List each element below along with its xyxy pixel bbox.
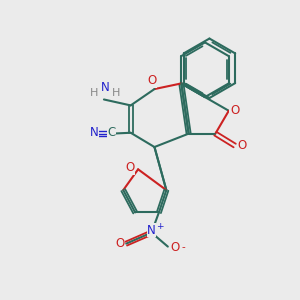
Text: N: N — [147, 224, 156, 237]
Text: O: O — [125, 161, 134, 174]
Text: O: O — [171, 241, 180, 254]
Text: H: H — [112, 88, 120, 98]
Text: O: O — [115, 237, 124, 250]
Text: O: O — [148, 74, 157, 87]
Text: O: O — [230, 104, 239, 117]
Text: N: N — [90, 126, 99, 139]
Text: +: + — [156, 222, 164, 231]
Text: -: - — [182, 242, 185, 252]
Text: O: O — [238, 139, 247, 152]
Text: H: H — [90, 88, 99, 98]
Text: C: C — [107, 126, 116, 139]
Text: N: N — [101, 81, 110, 94]
